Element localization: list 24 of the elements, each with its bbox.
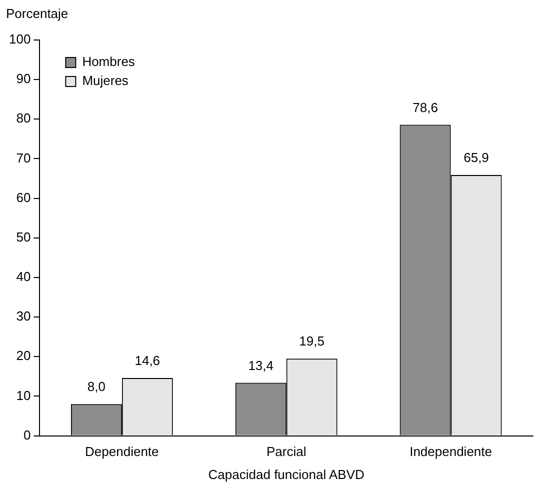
y-tick-label: 30 <box>16 308 31 324</box>
x-tick-label: Dependiente <box>85 444 159 460</box>
data-label: 13,4 <box>248 358 274 373</box>
y-tick-label: 20 <box>16 348 31 364</box>
data-label: 78,6 <box>412 100 438 115</box>
x-tick-label: Independiente <box>410 444 492 460</box>
x-tick-label: Parcial <box>266 444 306 460</box>
y-tick-label: 0 <box>23 427 31 442</box>
y-tick-label: 40 <box>16 269 31 284</box>
data-label: 8,0 <box>87 379 106 394</box>
data-label: 65,9 <box>464 150 489 166</box>
y-tick-label: 10 <box>16 388 31 403</box>
legend-label: Mujeres <box>82 73 129 88</box>
y-axis-title: Porcentaje <box>6 6 68 22</box>
y-tick-label: 50 <box>16 229 31 244</box>
data-label: 14,6 <box>134 353 160 368</box>
legend-label: Hombres <box>82 54 136 70</box>
y-tick-label: 80 <box>16 110 31 126</box>
y-tick-label: 100 <box>8 32 31 47</box>
x-axis-title: Capacidad funcional ABVD <box>208 466 364 482</box>
y-tick-label: 60 <box>16 190 31 205</box>
data-label: 19,5 <box>299 334 324 349</box>
y-tick-label: 90 <box>16 71 31 86</box>
y-tick-label: 70 <box>16 150 31 166</box>
